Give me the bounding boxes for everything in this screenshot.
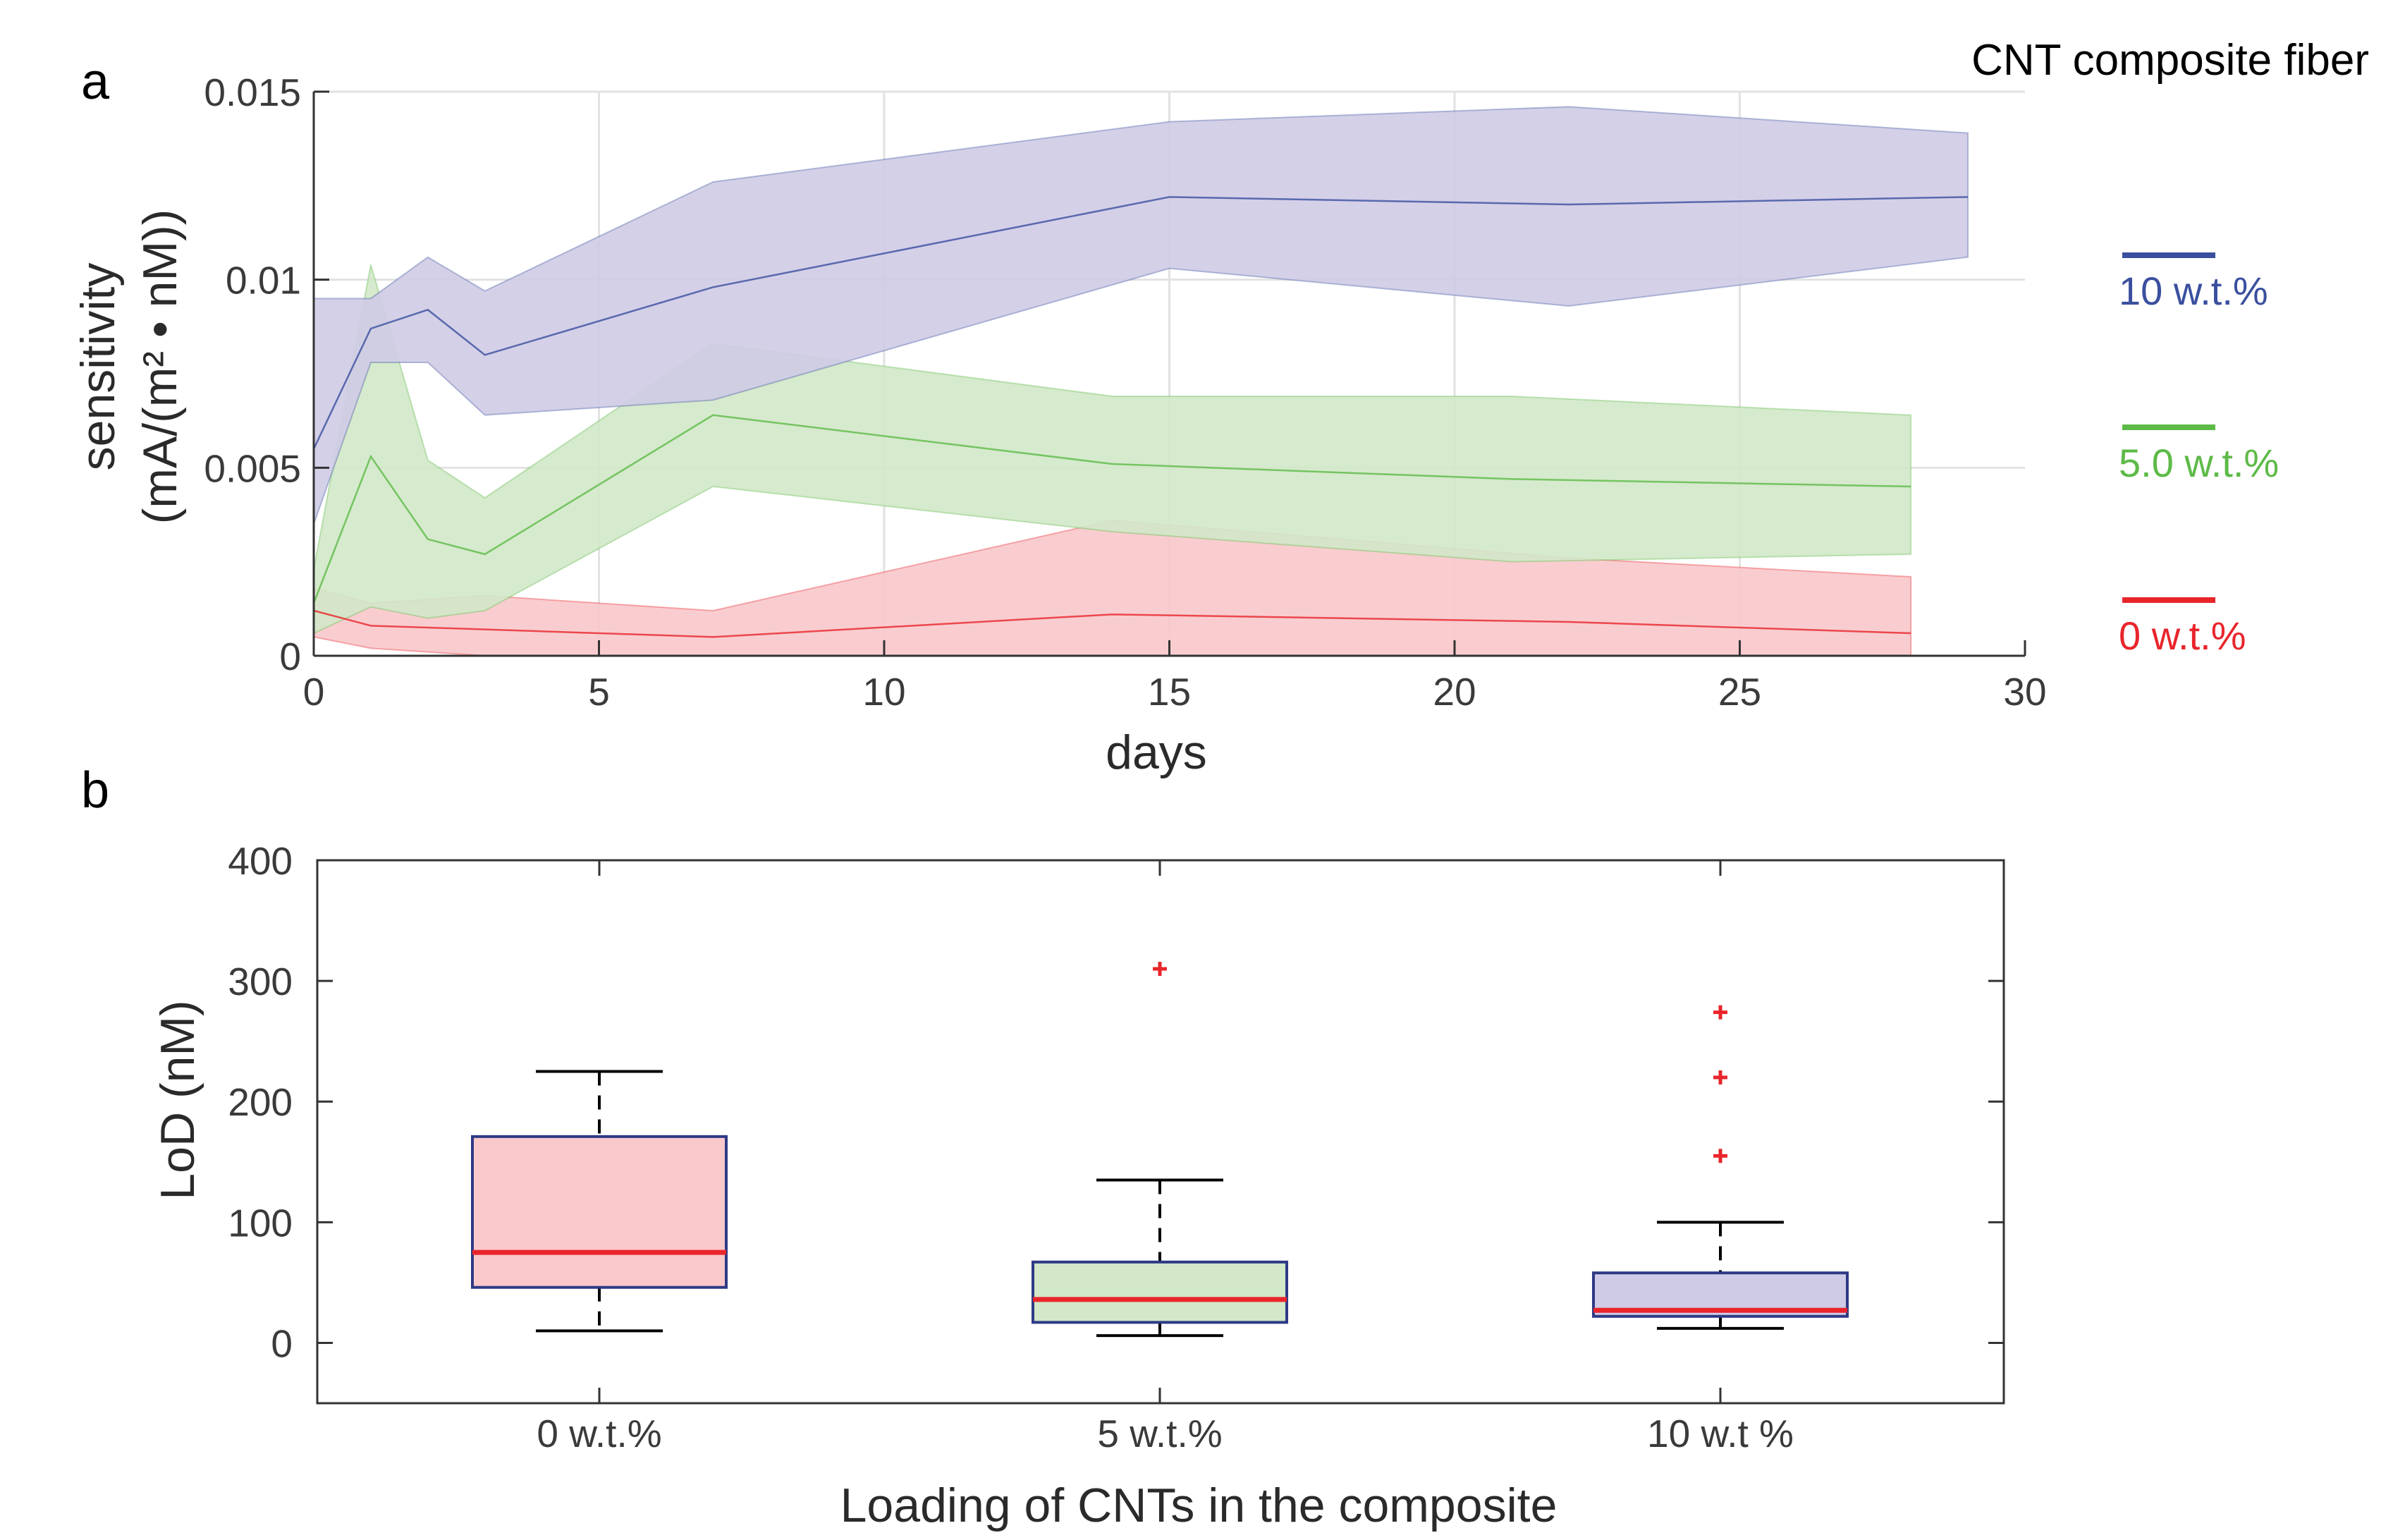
x-tick-label-6: 30 (2003, 670, 2046, 714)
x-tick-label-4: 20 (1433, 670, 1476, 714)
box-0 (471, 1135, 728, 1289)
y-tick-label-0: 0 (271, 1321, 293, 1365)
outlier-1-0 (1153, 962, 1167, 976)
band-series-2 (313, 106, 1969, 525)
x-tick-label-2: 10 w.t % (1647, 1412, 1794, 1455)
panel-b-box-plot: 0 w.t.% 5 w.t.% 10 w.t % 0 100 200 300 400 Loa… (151, 839, 2005, 1532)
panel-a-y-axis-label-line2: (mA/(m² • nM)) (133, 209, 187, 525)
y-tick-label-4: 400 (228, 839, 293, 883)
panel-b-y-axis-label: LoD (nM) (151, 1000, 204, 1199)
box-1 (1032, 1260, 1288, 1324)
panel-a-y-axis-label-line1: sensitivity (71, 263, 125, 471)
x-tick-label-2: 10 (862, 670, 905, 714)
x-tick-label-1: 5 (588, 670, 610, 714)
legend-label-series-0: 0 w.t.% (2119, 613, 2246, 658)
y-tick-label-1: 0.005 (204, 446, 301, 490)
y-tick-label-3: 0.015 (204, 71, 301, 114)
panel-a-legend: 10 w.t.% 5.0 w.t.% 0 w.t.% (2119, 252, 2279, 658)
y-tick-label-1: 100 (228, 1201, 293, 1245)
legend-label-series-1: 5.0 w.t.% (2119, 441, 2279, 485)
panel-b-label: b (81, 762, 109, 819)
legend-label-series-2: 10 w.t.% (2119, 269, 2268, 313)
panel-a-x-axis-label: days (1106, 726, 1207, 779)
x-tick-label-0: 0 w.t.% (537, 1412, 661, 1455)
y-tick-label-0: 0 (279, 635, 301, 678)
panel-a-label: a (81, 54, 110, 110)
mean-line-series-2 (312, 196, 1969, 450)
panel-a-line-chart: 0 5 10 15 20 25 30 0 0.005 0.01 0.015 days sensit… (71, 71, 2279, 779)
y-tick-label-2: 0.01 (226, 259, 301, 302)
panel-b-x-tick-labels: 0 w.t.% 5 w.t.% 10 w.t % (537, 1412, 1794, 1455)
y-tick-label-3: 300 (228, 960, 293, 1003)
outlier-2-1 (1713, 1070, 1727, 1084)
panel-a-axes (312, 90, 2026, 657)
panel-b-x-axis-label: Loading of CNTs in the composite (840, 1479, 1558, 1532)
panel-a-bands (313, 106, 1969, 656)
panel-a-mean-lines (312, 196, 1969, 638)
outlier-2-0 (1713, 1149, 1727, 1163)
panel-b-y-tick-labels: 0 100 200 300 400 (228, 839, 293, 1365)
x-tick-label-3: 15 (1148, 670, 1191, 714)
x-tick-label-1: 5 w.t.% (1097, 1412, 1222, 1455)
x-tick-label-0: 0 (303, 670, 325, 714)
figure-title: CNT composite fiber (1971, 36, 2369, 85)
panel-a-y-tick-labels: 0 0.005 0.01 0.015 (204, 71, 301, 678)
x-tick-label-5: 25 (1718, 670, 1761, 714)
mean-line-series-0 (313, 609, 1911, 638)
outlier-2-2 (1713, 1005, 1727, 1020)
y-tick-label-2: 200 (228, 1080, 293, 1124)
mean-line-series-1 (312, 414, 1911, 604)
panel-a-x-tick-labels: 0 5 10 15 20 25 30 (303, 670, 2047, 714)
panel-b-axes (316, 859, 2005, 1405)
panel-b-boxes (471, 962, 1849, 1338)
